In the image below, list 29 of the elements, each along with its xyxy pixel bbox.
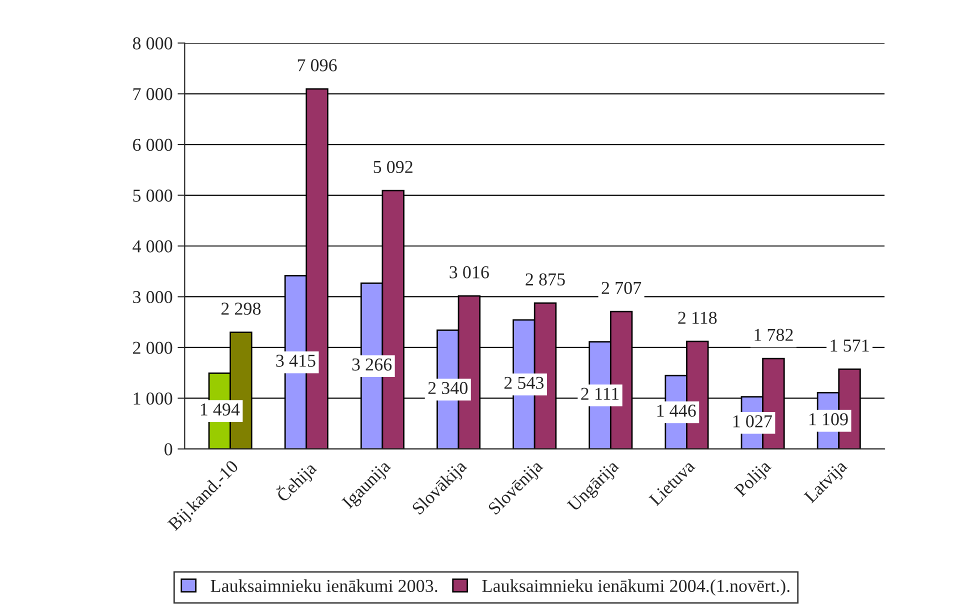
data-label: 2 707	[602, 282, 642, 294]
y-tick-label: 1 000	[134, 392, 172, 405]
data-label: 3 415	[276, 354, 316, 367]
data-label: 1 446	[657, 404, 696, 417]
y-tick-label: 4 000	[132, 240, 172, 252]
data-label: 7 096	[298, 59, 337, 72]
y-tick-label: 6 000	[133, 138, 172, 151]
legend-label: Lauksaimnieku ienākumi 2003.	[210, 579, 438, 592]
data-label: 1 027	[733, 415, 772, 428]
y-tick-label: 2 000	[133, 342, 172, 354]
data-label: 1 571	[830, 340, 869, 352]
data-label: 3 266	[352, 358, 392, 371]
data-label: 2 543	[504, 376, 544, 389]
data-label: 2 111	[581, 388, 619, 400]
y-tick-label: 0	[164, 443, 172, 456]
data-label: 1 494	[200, 403, 240, 416]
y-tick-label: 8 000	[132, 37, 172, 50]
y-tick-label: 3 000	[133, 290, 172, 304]
data-label: 5 092	[374, 160, 412, 174]
y-tick-label: 5 000	[133, 190, 172, 202]
data-label: 2 118	[678, 312, 717, 324]
data-label: 2 298	[221, 302, 261, 315]
data-label: 2 340	[428, 382, 468, 394]
data-label: 3 016	[450, 266, 489, 278]
data-label: 2 875	[526, 273, 565, 286]
data-label: 1 109	[810, 413, 848, 426]
legend-label: Lauksaimnieku ienākumi 2004.(1.novērt.).	[482, 579, 790, 596]
y-tick-label: 7 000	[133, 88, 172, 100]
data-label: 1 782	[754, 328, 793, 341]
